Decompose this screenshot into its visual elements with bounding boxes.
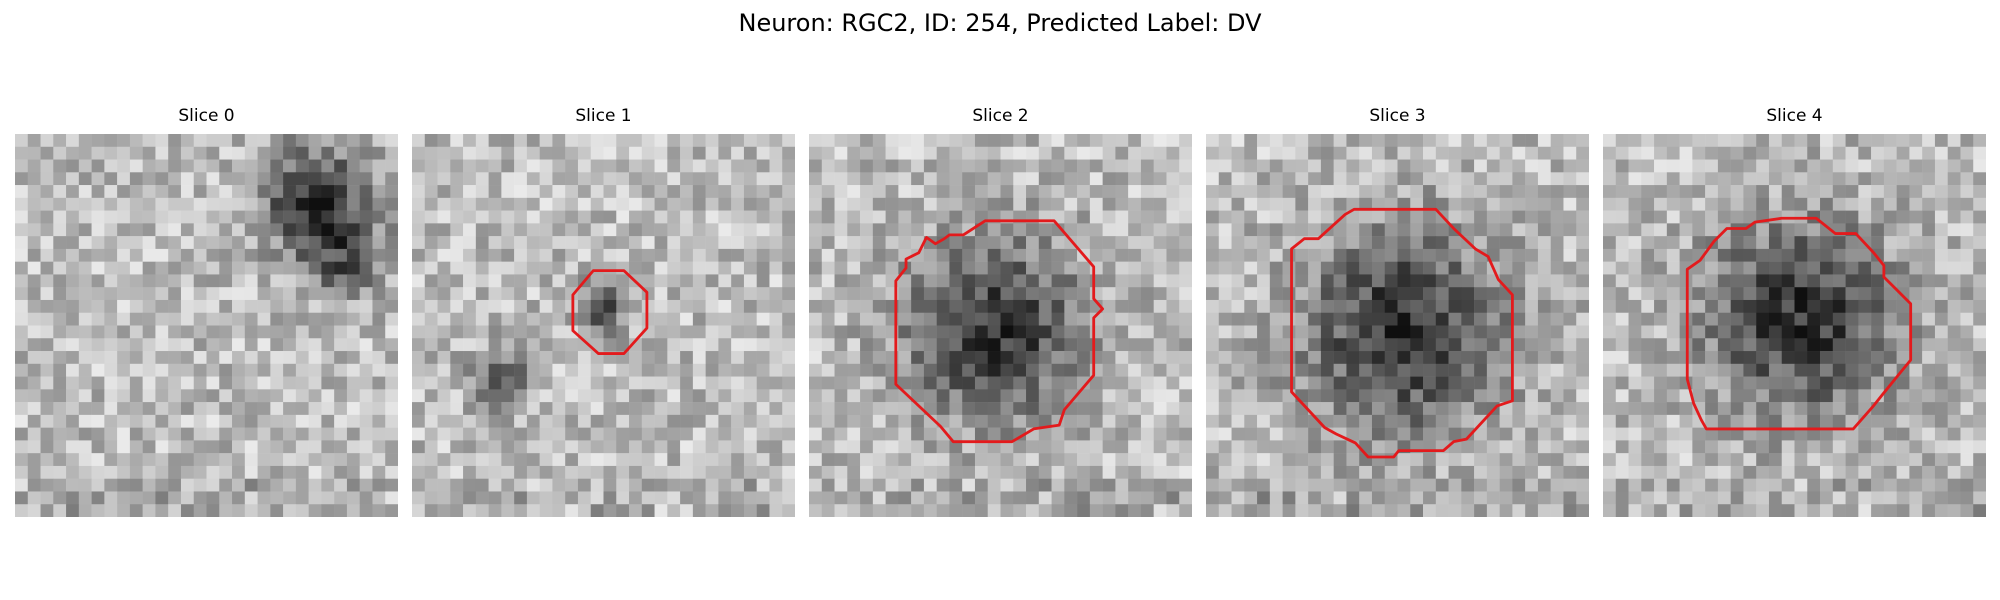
slice-panel-4: Slice 4 [1603, 105, 1986, 517]
slice-panel-2: Slice 2 [809, 105, 1192, 517]
pixel-grid [809, 134, 1192, 517]
microscopy-slice-image [1603, 134, 1986, 517]
pixel-grid [1206, 134, 1589, 517]
slice-title: Slice 4 [1766, 106, 1823, 126]
slice-title: Slice 0 [178, 106, 235, 126]
slice-panel-0: Slice 0 [15, 105, 398, 517]
slice-title: Slice 3 [1369, 106, 1426, 126]
microscopy-slice-image [412, 134, 795, 517]
microscopy-slice-image [1206, 134, 1589, 517]
slice-title: Slice 2 [972, 106, 1029, 126]
segmentation-outline [571, 269, 649, 355]
segmentation-outline [1290, 207, 1514, 459]
figure-title: Neuron: RGC2, ID: 254, Predicted Label: … [738, 9, 1262, 37]
slice-panel-1: Slice 1 [412, 105, 795, 517]
segmentation-outline [894, 219, 1105, 444]
microscopy-slice-image [809, 134, 1192, 517]
pixel-grid [15, 134, 398, 517]
pixel-grid [1603, 134, 1986, 517]
slice-title: Slice 1 [575, 106, 632, 126]
microscopy-slice-image [15, 134, 398, 517]
segmentation-outline [1685, 216, 1913, 431]
slice-panel-3: Slice 3 [1206, 105, 1589, 517]
pixel-grid [412, 134, 795, 517]
